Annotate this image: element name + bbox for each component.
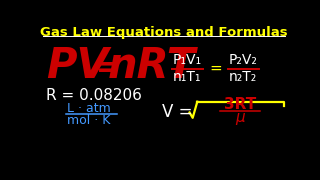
Text: n₁T₁: n₁T₁ — [173, 70, 202, 84]
Text: μ: μ — [235, 110, 245, 125]
Text: n₂T₂: n₂T₂ — [229, 70, 257, 84]
Text: mol · K: mol · K — [67, 114, 110, 127]
Text: nRT: nRT — [108, 45, 196, 87]
Text: 3RT: 3RT — [224, 97, 256, 112]
Text: L · atm: L · atm — [67, 102, 111, 115]
Text: P₁V₁: P₁V₁ — [173, 53, 202, 67]
Text: P₂V₂: P₂V₂ — [228, 53, 258, 67]
Text: =: = — [210, 60, 222, 75]
Text: Gas Law Equations and Formulas: Gas Law Equations and Formulas — [40, 26, 288, 39]
Text: PV: PV — [46, 45, 109, 87]
Text: V =: V = — [163, 103, 193, 122]
Text: R = 0.08206: R = 0.08206 — [46, 88, 142, 103]
Text: =: = — [96, 54, 119, 82]
